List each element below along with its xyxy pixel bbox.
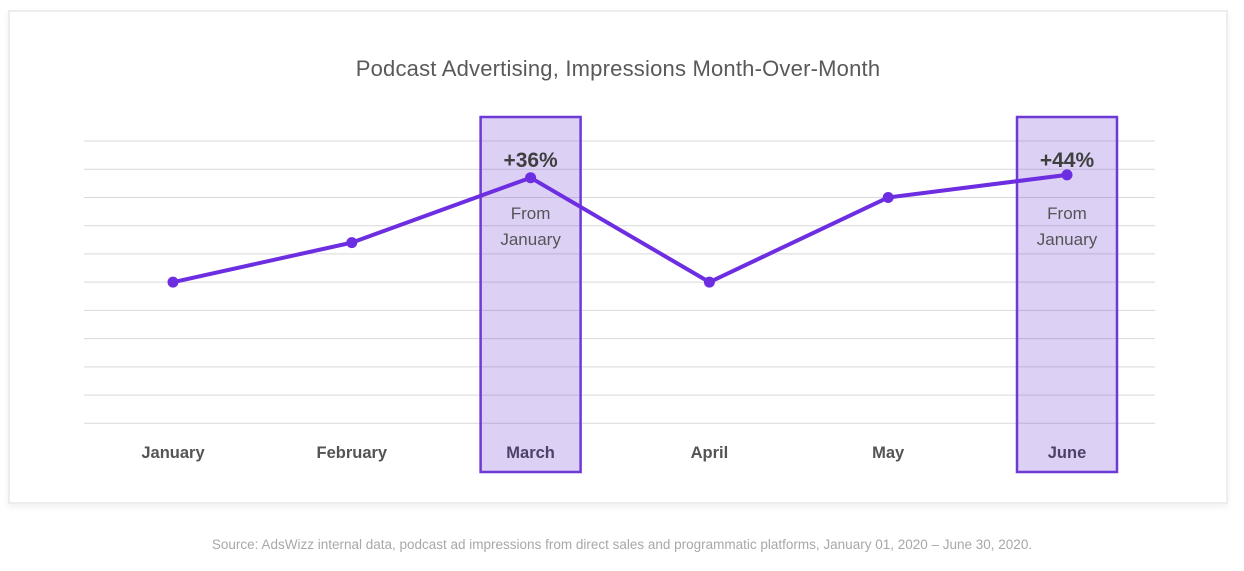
data-point-february — [346, 237, 358, 249]
data-point-january — [167, 276, 179, 288]
month-label-march: March — [506, 444, 555, 462]
data-point-june — [1061, 169, 1073, 181]
annotation-sublabel: From — [511, 204, 551, 223]
month-label-june: June — [1048, 444, 1087, 462]
gridlines — [84, 140, 1155, 424]
trend-line — [171, 172, 1069, 285]
annotation-percent: +36% — [503, 149, 558, 172]
data-point-may — [882, 191, 894, 203]
month-label-april: April — [691, 444, 729, 462]
source-note: Source: AdsWizz internal data, podcast a… — [211, 537, 1033, 552]
annotation-sublabel: From — [1047, 204, 1087, 223]
chart-card: Podcast Advertising, Impressions Month-O… — [8, 10, 1228, 504]
annotation-percent: +44% — [1040, 149, 1095, 172]
month-label-february: February — [316, 444, 387, 462]
data-point-march — [525, 172, 537, 184]
annotation-sublabel: January — [500, 230, 561, 249]
month-label-january: January — [141, 444, 205, 462]
data-point-april — [703, 276, 715, 288]
month-label-may: May — [872, 444, 905, 462]
highlight-column-march: +36% From January — [479, 115, 582, 474]
chart-title: Podcast Advertising, Impressions Month-O… — [355, 56, 881, 81]
annotation-sublabel: January — [1037, 230, 1098, 249]
